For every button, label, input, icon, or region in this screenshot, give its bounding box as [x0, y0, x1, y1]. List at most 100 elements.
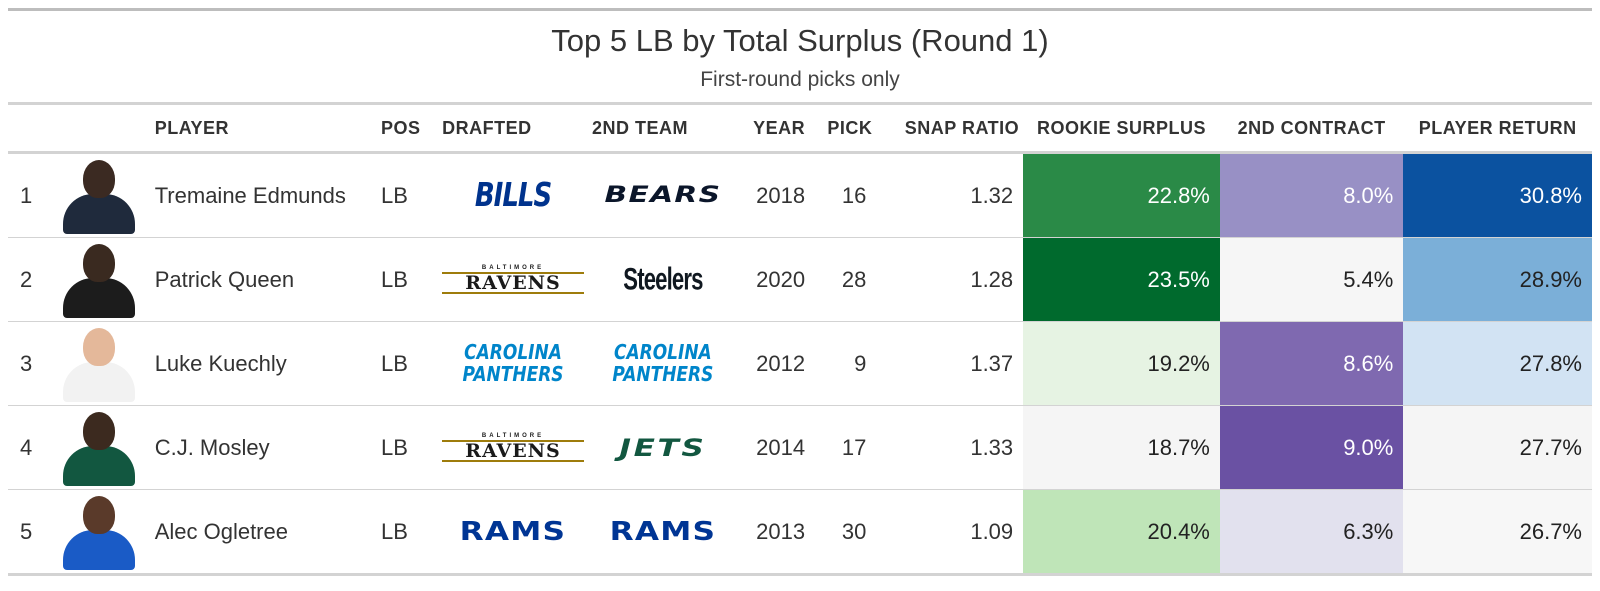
logo-wordmark: RAVENS — [442, 272, 584, 294]
drafted-team-logo: BILLS — [474, 176, 552, 215]
table-row: 3 Luke Kuechly LB CAROLINA PANTHERS CAROL… — [8, 321, 1592, 406]
second-contract-cell: 5.4% — [1219, 237, 1404, 322]
headshot-head — [82, 327, 115, 366]
table-row: 1 Tremaine Edmunds LB BILLS BEARS 2018 1… — [8, 152, 1592, 238]
rookie-surplus-cell: 18.7% — [1023, 405, 1220, 490]
drafted-team-cell: BALTIMORE RAVENS — [438, 405, 588, 490]
rank-cell: 4 — [8, 405, 47, 490]
second-team-logo: RAMS — [609, 516, 717, 547]
pick-cell: 16 — [809, 152, 877, 238]
rookie-surplus-cell: 19.2% — [1023, 321, 1220, 406]
headshot-jersey — [62, 445, 135, 486]
table-container: Top 5 LB by Total Surplus (Round 1) Firs… — [8, 8, 1592, 576]
header-photo — [46, 105, 151, 154]
drafted-team-cell: BALTIMORE RAVENS — [438, 237, 588, 322]
table-subtitle: First-round picks only — [700, 68, 900, 91]
header-player-return: PLAYER RETURN — [1403, 105, 1592, 154]
headshot-jersey — [62, 529, 135, 570]
rank-cell: 2 — [8, 237, 47, 322]
second-contract-cell: 8.6% — [1219, 321, 1404, 406]
photo-cell — [46, 152, 151, 238]
player-headshot — [59, 240, 139, 320]
surplus-table: PLAYER POS DRAFTED 2ND TEAM YEAR PICK SN… — [8, 105, 1592, 576]
snap-ratio-cell: 1.33 — [876, 405, 1024, 490]
table-title: Top 5 LB by Total Surplus (Round 1) — [551, 23, 1049, 58]
header-pos: POS — [376, 105, 439, 154]
year-cell: 2020 — [737, 237, 810, 322]
position-cell: LB — [376, 237, 439, 322]
photo-cell — [46, 405, 151, 490]
player-name: Patrick Queen — [150, 237, 377, 322]
player-return-cell: 27.7% — [1403, 405, 1592, 490]
table-row: 4 C.J. Mosley LB BALTIMORE RAVENS JETS 20… — [8, 405, 1592, 490]
player-return-cell: 30.8% — [1403, 152, 1592, 238]
second-contract-cell: 6.3% — [1219, 489, 1404, 576]
year-cell: 2018 — [737, 152, 810, 238]
headshot-head — [82, 411, 115, 450]
logo-wordmark: RAVENS — [442, 440, 584, 462]
second-team-cell: Steelers — [587, 237, 738, 322]
snap-ratio-cell: 1.09 — [876, 489, 1024, 576]
header-year: YEAR — [737, 105, 810, 154]
drafted-team-logo: BALTIMORE RAVENS — [442, 433, 584, 462]
player-headshot — [59, 324, 139, 404]
rank-cell: 3 — [8, 321, 47, 406]
pick-cell: 28 — [809, 237, 877, 322]
second-team-cell: RAMS — [587, 489, 738, 576]
top-rule — [8, 8, 1592, 11]
logo-wordmark-line: PANTHERS — [612, 362, 714, 387]
logo-wordmark-line: CAROLINA — [614, 340, 712, 365]
header-row: PLAYER POS DRAFTED 2ND TEAM YEAR PICK SN… — [8, 105, 1592, 154]
second-team-logo: Steelers — [623, 260, 703, 297]
year-cell: 2013 — [737, 489, 810, 576]
logo-small-text: BALTIMORE — [481, 265, 545, 271]
headshot-head — [82, 243, 115, 282]
drafted-team-cell: CAROLINA PANTHERS — [438, 321, 588, 406]
player-return-cell: 27.8% — [1403, 321, 1592, 406]
headshot-jersey — [62, 277, 135, 318]
headshot-jersey — [62, 361, 135, 402]
player-name: Alec Ogletree — [150, 489, 377, 576]
player-headshot — [59, 408, 139, 488]
headshot-jersey — [62, 193, 135, 234]
header-snap-ratio: SNAP RATIO — [876, 105, 1024, 154]
logo-small-text: BALTIMORE — [481, 433, 545, 439]
rookie-surplus-cell: 22.8% — [1023, 152, 1220, 238]
second-team-cell: JETS — [587, 405, 738, 490]
rookie-surplus-cell: 20.4% — [1023, 489, 1220, 576]
headshot-head — [82, 495, 115, 534]
player-headshot — [59, 492, 139, 572]
logo-wordmark-line: PANTHERS — [462, 362, 564, 387]
drafted-team-logo: RAMS — [459, 516, 567, 547]
header-pick: PICK — [809, 105, 877, 154]
photo-cell — [46, 321, 151, 406]
second-team-logo: JETS — [619, 433, 707, 462]
position-cell: LB — [376, 152, 439, 238]
second-team-logo: CAROLINA PANTHERS — [592, 342, 734, 385]
year-cell: 2012 — [737, 321, 810, 406]
player-headshot — [59, 156, 139, 236]
pick-cell: 9 — [809, 321, 877, 406]
player-return-cell: 28.9% — [1403, 237, 1592, 322]
rookie-surplus-cell: 23.5% — [1023, 237, 1220, 322]
header-rule — [8, 102, 1592, 105]
player-name: Luke Kuechly — [150, 321, 377, 406]
year-cell: 2014 — [737, 405, 810, 490]
pick-cell: 30 — [809, 489, 877, 576]
player-return-cell: 26.7% — [1403, 489, 1592, 576]
second-team-logo: BEARS — [604, 183, 722, 208]
pick-cell: 17 — [809, 405, 877, 490]
second-contract-cell: 8.0% — [1219, 152, 1404, 238]
snap-ratio-cell: 1.32 — [876, 152, 1024, 238]
position-cell: LB — [376, 489, 439, 576]
second-team-cell: CAROLINA PANTHERS — [587, 321, 738, 406]
position-cell: LB — [376, 405, 439, 490]
snap-ratio-cell: 1.28 — [876, 237, 1024, 322]
table-row: 5 Alec Ogletree LB RAMS RAMS 2013 30 1.0… — [8, 489, 1592, 576]
drafted-team-cell: BILLS — [438, 152, 588, 238]
player-name: Tremaine Edmunds — [150, 152, 377, 238]
second-contract-cell: 9.0% — [1219, 405, 1404, 490]
position-cell: LB — [376, 321, 439, 406]
drafted-team-cell: RAMS — [438, 489, 588, 576]
rank-cell: 5 — [8, 489, 47, 576]
